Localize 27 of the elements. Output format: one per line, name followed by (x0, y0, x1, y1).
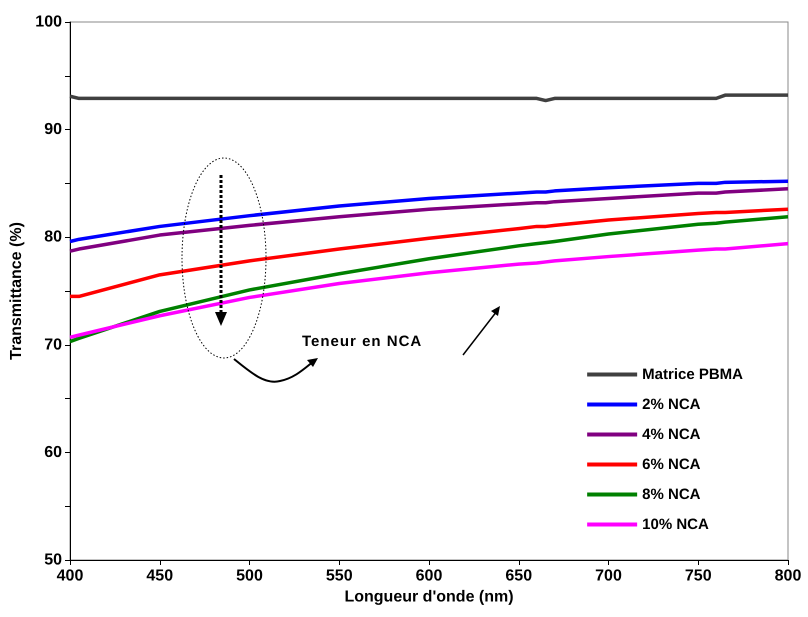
y-axis-title: Transmittance (%) (8, 222, 25, 360)
y-tick-label: 80 (44, 228, 62, 246)
y-tick-label: 70 (44, 336, 62, 354)
x-tick-label: 400 (56, 568, 84, 584)
x-tick-label: 550 (326, 568, 353, 584)
y-tick-label: 50 (44, 552, 62, 568)
line-series (68, 207, 790, 298)
x-tick-label: 750 (684, 568, 712, 584)
x-tick-label: 650 (505, 568, 532, 584)
x-tick-label: 450 (146, 568, 174, 584)
y-tick-label: 60 (44, 444, 62, 461)
x-tick-label: 600 (416, 568, 442, 584)
legend-label: 10% NCA (642, 516, 709, 533)
legend-label: 2% NCA (642, 396, 701, 413)
x-tick-label: 800 (774, 568, 802, 584)
legend-label: 4% NCA (642, 426, 701, 443)
x-tick-label: 500 (236, 568, 263, 584)
y-tick-label: 100 (35, 14, 62, 30)
y-tick-label: 90 (44, 121, 62, 138)
x-axis-title: Longueur d'onde (nm) (344, 588, 514, 606)
annotation: Teneur en NCA (302, 333, 422, 350)
legend-label: Matrice PBMA (642, 366, 744, 383)
line-series (68, 180, 790, 244)
legend-label: 8% NCA (642, 486, 701, 503)
x-tick-label: 700 (595, 568, 622, 584)
line-series (68, 187, 790, 253)
legend-label: 6% NCA (642, 456, 701, 473)
